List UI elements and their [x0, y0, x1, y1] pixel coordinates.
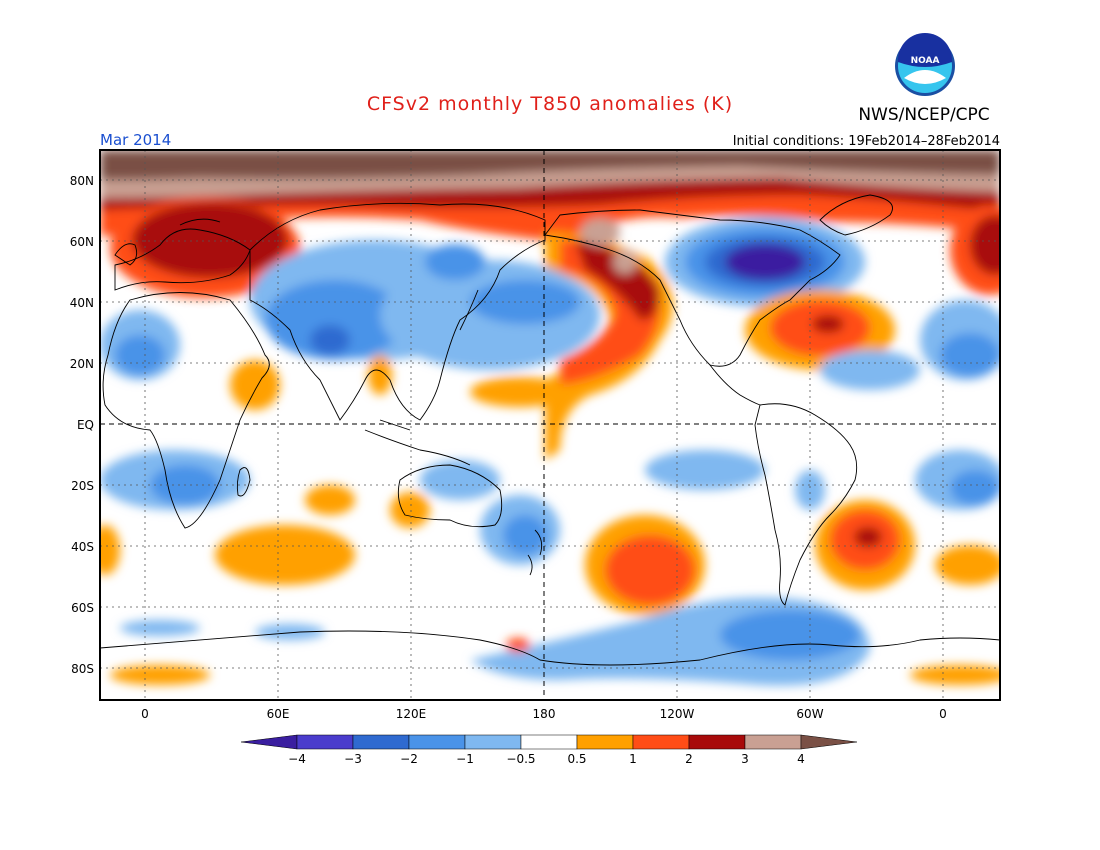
colorbar-swatch	[352, 734, 410, 750]
colorbar-swatch	[520, 734, 578, 750]
equator-dateline	[100, 150, 1000, 700]
lon-label: 120W	[660, 707, 695, 721]
lon-label: 0	[141, 707, 149, 721]
colorbar-tick-label: 0.5	[567, 752, 586, 766]
lon-label: 60W	[796, 707, 823, 721]
colorbar-tick-label: 1	[629, 752, 637, 766]
colorbar-tick-label: −1	[456, 752, 474, 766]
colorbar-tick-label: −2	[400, 752, 418, 766]
lat-label: 80S	[71, 662, 94, 676]
latitude-labels: 80N 60N 40N 20N EQ 20S 40S 60S 80S	[70, 174, 94, 676]
longitude-labels: 0 60E 120E 180 120W 60W 0	[141, 707, 947, 721]
lat-label: 60S	[71, 601, 94, 615]
lat-label: 40S	[71, 540, 94, 554]
colorbar-swatch	[464, 734, 522, 750]
colorbar	[240, 734, 858, 750]
colorbar-tick-label: −4	[288, 752, 306, 766]
colorbar-swatch	[296, 734, 354, 750]
figure-title: CFSv2 monthly T850 anomalies (K)	[367, 93, 733, 115]
lat-label: 20N	[70, 357, 94, 371]
colorbar-swatch	[688, 734, 746, 750]
lat-label: 20S	[71, 479, 94, 493]
lat-label: 60N	[70, 235, 94, 249]
valid-month-label: Mar 2014	[100, 131, 171, 149]
anomaly-field	[100, 150, 1000, 686]
colorbar-swatch	[744, 734, 802, 750]
initial-conditions-label: Initial conditions: 19Feb2014–28Feb2014	[733, 134, 1000, 149]
colorbar-tick-label: 3	[741, 752, 749, 766]
map-frame	[99, 149, 1001, 701]
colorbar-tick-label: −3	[344, 752, 362, 766]
noaa-logo: NOAA	[895, 33, 955, 96]
map-panel	[100, 150, 1000, 700]
coastlines	[100, 194, 1000, 666]
lon-label: 0	[939, 707, 947, 721]
colorbar-swatch	[576, 734, 634, 750]
colorbar-swatch	[240, 734, 298, 750]
colorbar-tick-label: 4	[797, 752, 805, 766]
org-label: NWS/NCEP/CPC	[858, 105, 989, 125]
colorbar-labels: −4 −3 −2 −1 −0.5 0.5 1 2 3 4	[288, 752, 805, 766]
graticule	[100, 150, 1000, 700]
lon-label: 120E	[396, 707, 427, 721]
lon-label: 180	[533, 707, 556, 721]
colorbar-swatch	[408, 734, 466, 750]
lat-label: 80N	[70, 174, 94, 188]
colorbar-swatch	[800, 734, 858, 750]
colorbar-swatch	[632, 734, 690, 750]
lat-label: 40N	[70, 296, 94, 310]
colorbar-tick-label: −0.5	[506, 752, 535, 766]
lon-label: 60E	[267, 707, 290, 721]
lat-label: EQ	[77, 418, 94, 432]
colorbar-tick-label: 2	[685, 752, 693, 766]
noaa-logo-text: NOAA	[911, 56, 940, 66]
